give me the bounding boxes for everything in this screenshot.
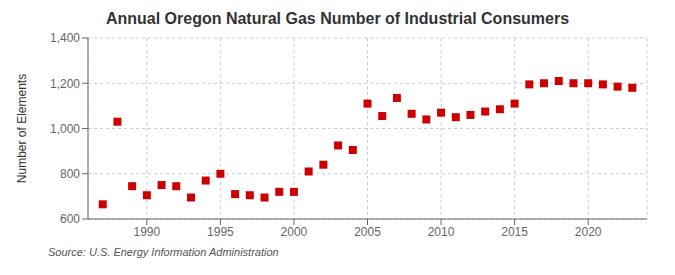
svg-text:2020: 2020 [575,225,602,239]
svg-text:1990: 1990 [133,225,160,239]
svg-text:1,200: 1,200 [50,77,80,91]
svg-text:2015: 2015 [501,225,528,239]
svg-text:800: 800 [60,167,80,181]
svg-text:2005: 2005 [354,225,381,239]
svg-text:1,000: 1,000 [50,122,80,136]
svg-text:1,400: 1,400 [50,31,80,45]
svg-text:1995: 1995 [207,225,234,239]
html-text:Source: U.S. Energy Informatio: Source: U.S. Energy Information Administ… [48,246,279,258]
svg-text:Number of Elements: Number of Elements [15,74,29,183]
html-text:Annual Oregon Natural Gas Numb: Annual Oregon Natural Gas Number of Indu… [105,10,570,27]
svg-text:2000: 2000 [281,225,308,239]
svg-text:600: 600 [60,212,80,226]
svg-text:2010: 2010 [428,225,455,239]
